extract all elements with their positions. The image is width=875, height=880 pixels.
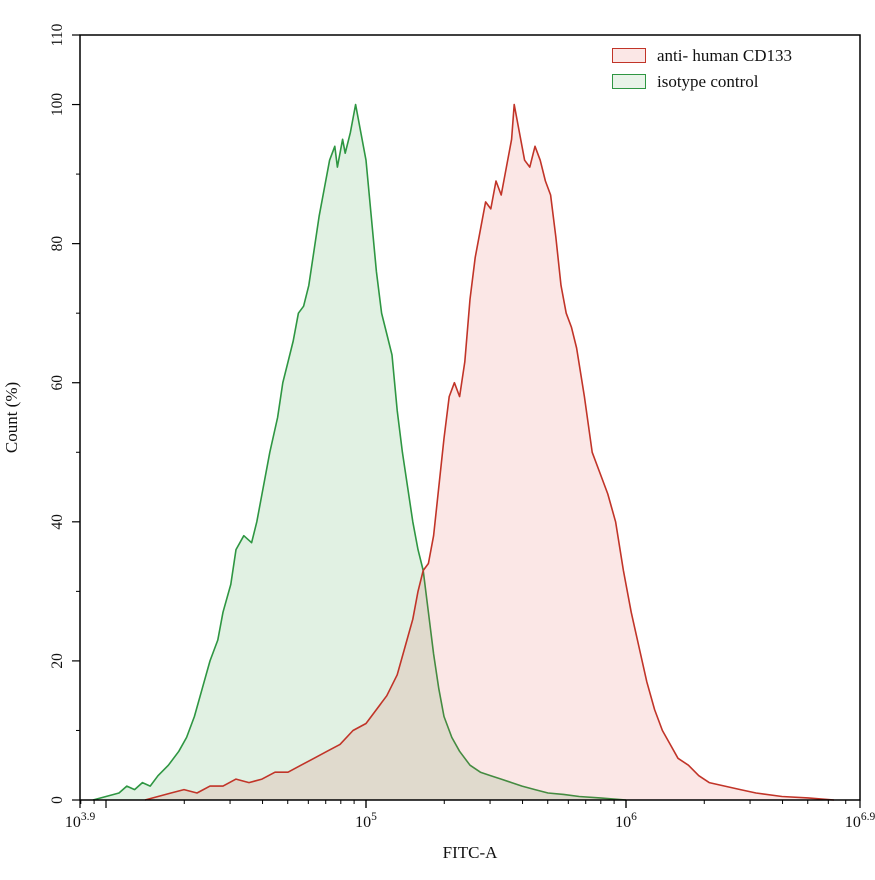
svg-text:40: 40: [49, 514, 66, 530]
svg-text:110: 110: [49, 23, 66, 46]
svg-text:Count (%): Count (%): [2, 382, 21, 453]
legend-item-isotype: isotype control: [612, 73, 792, 90]
svg-text:106: 106: [615, 811, 637, 831]
legend-label-isotype: isotype control: [657, 72, 759, 91]
svg-text:105: 105: [355, 811, 377, 831]
legend: anti- human CD133 isotype control: [612, 47, 792, 90]
svg-text:100: 100: [49, 93, 66, 117]
legend-swatch-isotype: [612, 74, 646, 89]
svg-text:103.9: 103.9: [65, 811, 96, 831]
svg-text:20: 20: [49, 653, 66, 669]
legend-label-cd133: anti- human CD133: [657, 46, 793, 65]
svg-text:FITC-A: FITC-A: [443, 843, 499, 862]
svg-text:106.9: 106.9: [845, 811, 875, 831]
legend-swatch-cd133: [612, 48, 646, 63]
svg-text:80: 80: [49, 236, 66, 252]
svg-text:0: 0: [49, 796, 66, 804]
svg-text:60: 60: [49, 375, 66, 391]
legend-item-cd133: anti- human CD133: [612, 47, 792, 64]
